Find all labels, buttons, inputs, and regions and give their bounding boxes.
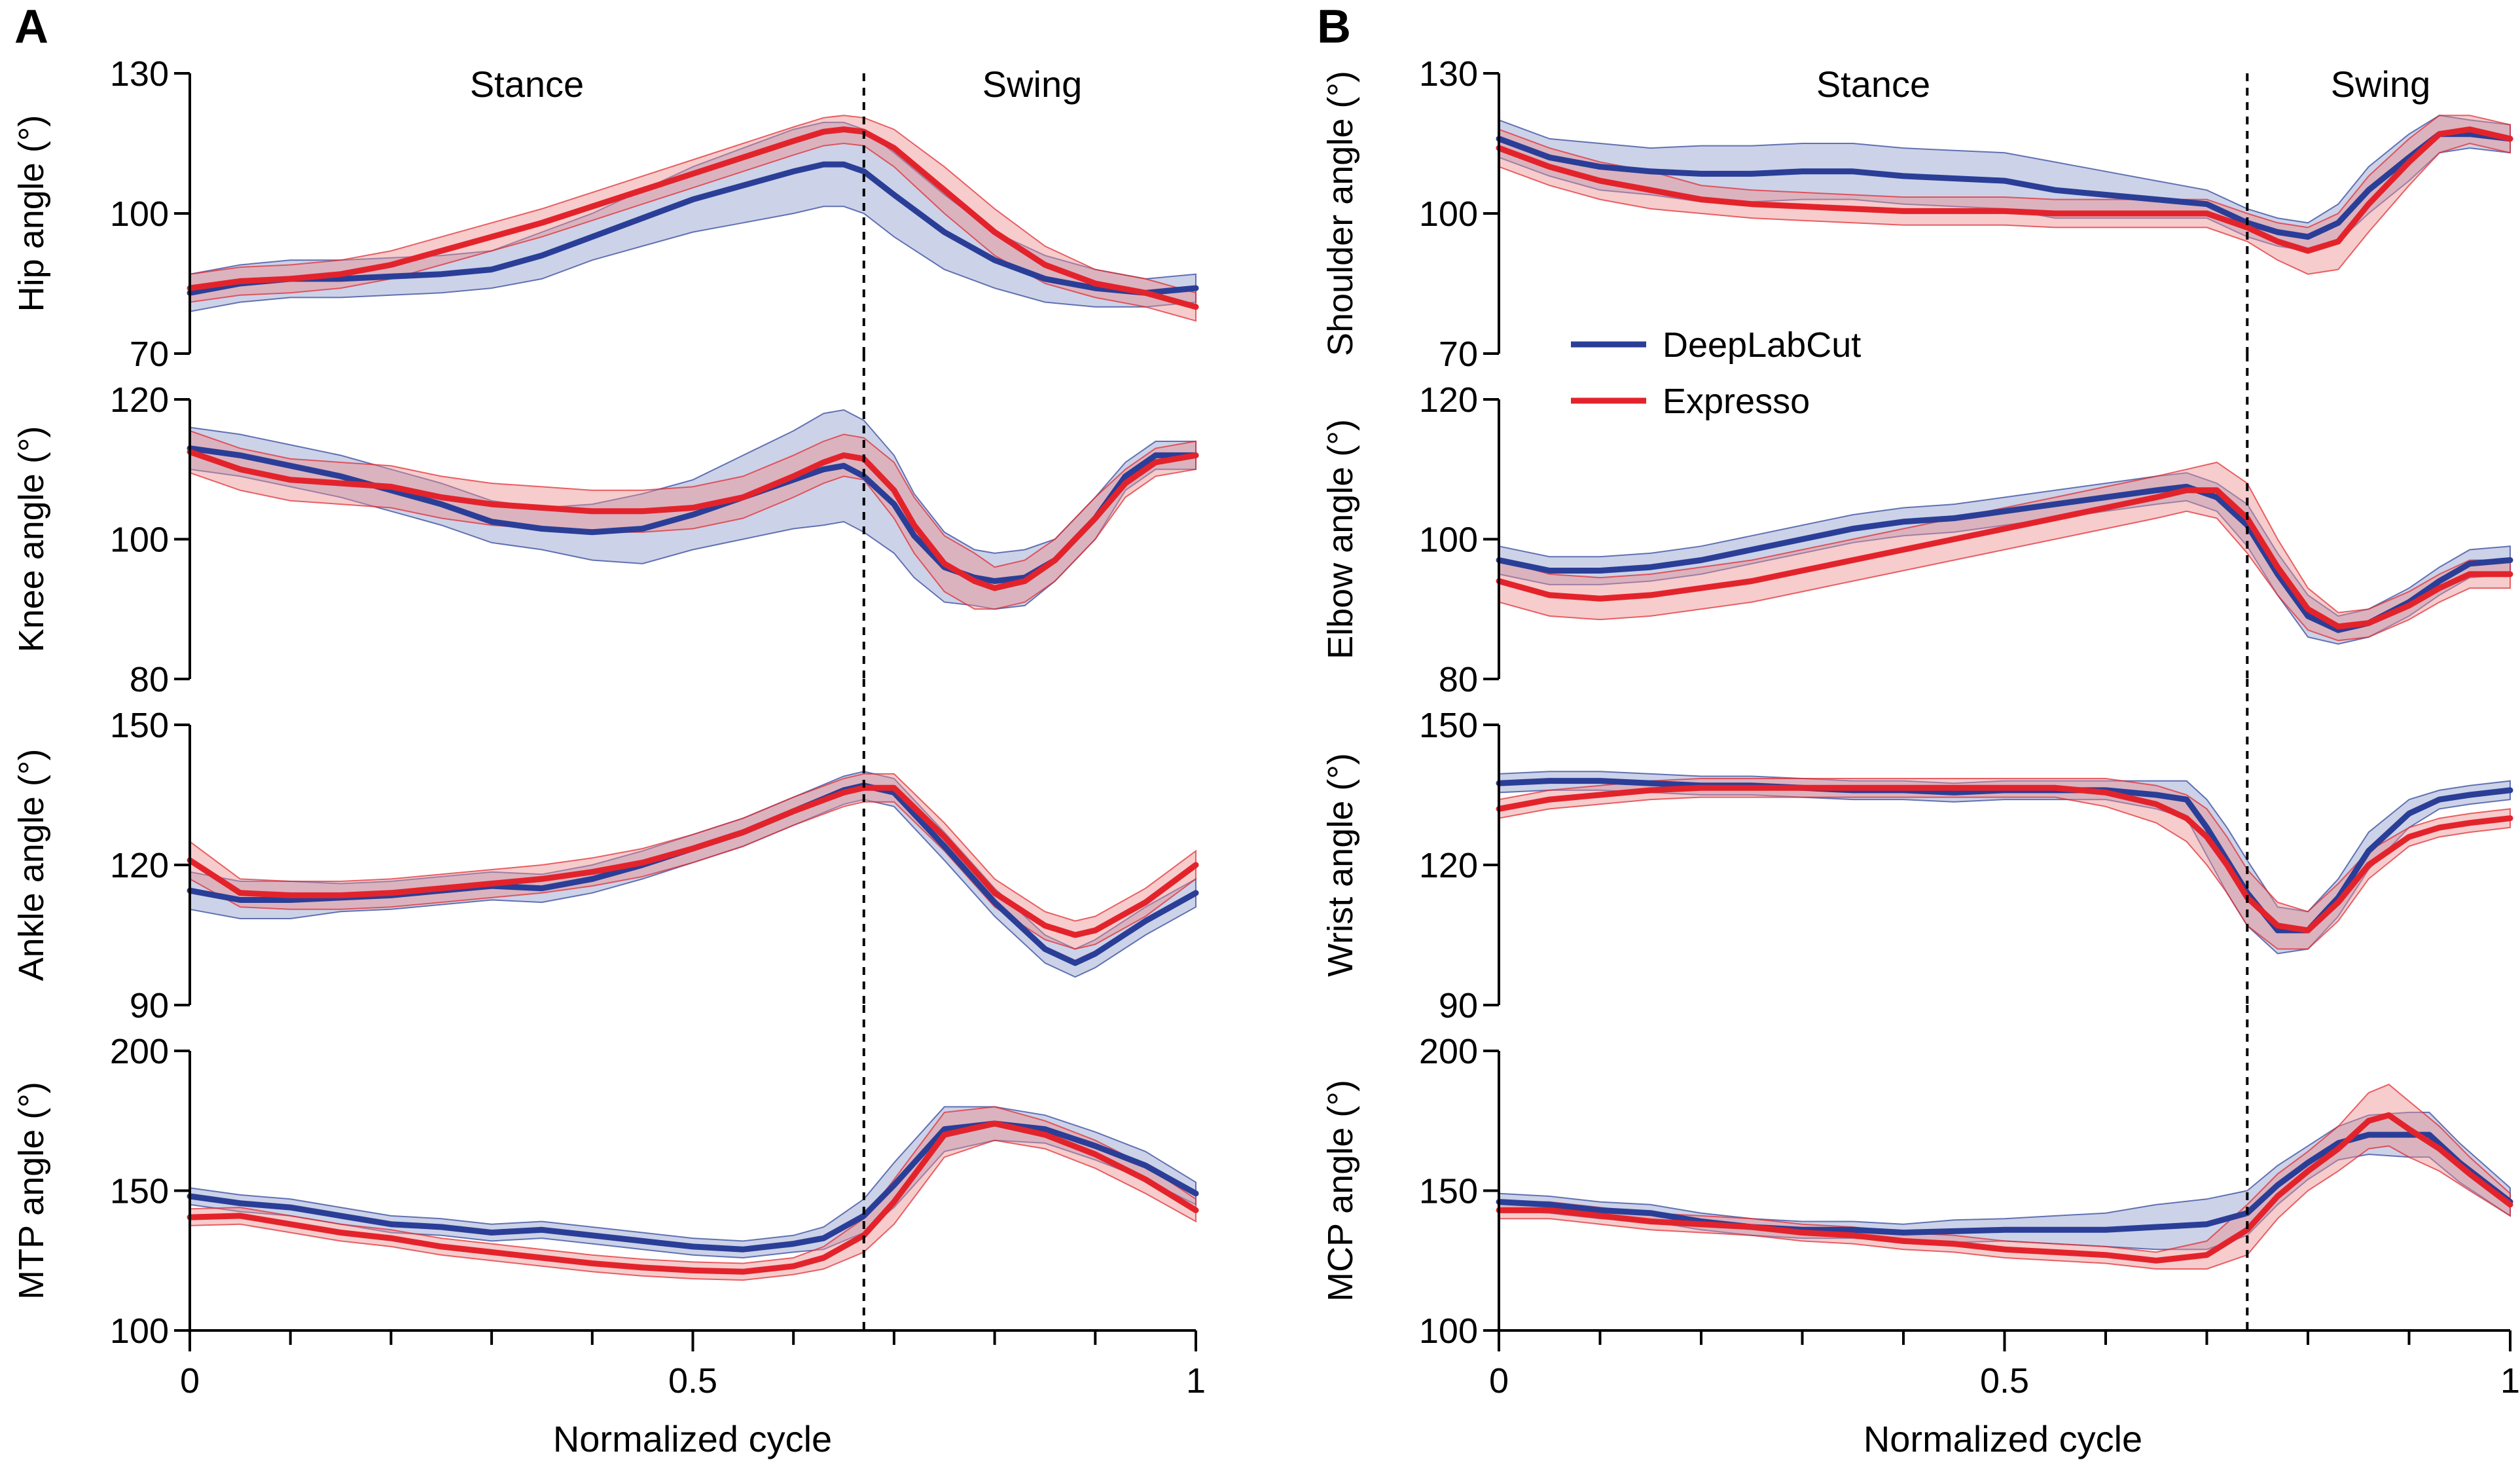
y-tick-label: 100 bbox=[1419, 521, 1478, 560]
y-tick-label: 90 bbox=[1439, 986, 1478, 1025]
y-tick-label: 80 bbox=[1439, 660, 1478, 699]
y-tick-label: 100 bbox=[1419, 194, 1478, 234]
subplot-a-2: 90 120 150 Ankle angle (°) bbox=[12, 679, 1199, 1025]
x-tick-label: 1 bbox=[1186, 1361, 1206, 1401]
subplot-a-3: 100 150 200 MTP angle (°) 0 0.5 1 bbox=[12, 1005, 1206, 1401]
y-tick-label: 130 bbox=[110, 54, 169, 94]
y-axis-title: Ankle angle (°) bbox=[12, 749, 51, 981]
line-expresso bbox=[1496, 1112, 2513, 1264]
y-axis-title: Elbow angle (°) bbox=[1321, 419, 1360, 659]
y-tick-label: 200 bbox=[1419, 1032, 1478, 1071]
y-tick-label: 120 bbox=[1419, 380, 1478, 420]
x-tick-label: 1 bbox=[2500, 1361, 2520, 1401]
x-axis-title-a: Normalized cycle bbox=[553, 1418, 832, 1459]
y-axis-title: MCP angle (°) bbox=[1321, 1080, 1360, 1302]
x-tick-label: 0 bbox=[180, 1361, 200, 1401]
x-axis-title-b: Normalized cycle bbox=[1863, 1418, 2142, 1459]
x-tick-label: 0 bbox=[1489, 1361, 1509, 1401]
line-expresso bbox=[1496, 487, 2513, 630]
y-tick-label: 100 bbox=[1419, 1311, 1478, 1351]
y-tick-label: 80 bbox=[130, 660, 169, 699]
subplot-a-1: 80 100 120 Knee angle (°) bbox=[12, 354, 1199, 699]
panel-label-a: A bbox=[14, 1, 48, 53]
line-expresso bbox=[187, 1120, 1199, 1275]
subplot-b-6: 90 120 150 Wrist angle (°) bbox=[1321, 679, 2513, 1025]
x-tick-label: 0.5 bbox=[668, 1361, 717, 1401]
y-tick-label: 100 bbox=[110, 194, 169, 234]
y-tick-label: 150 bbox=[110, 706, 169, 745]
legend-label-expresso: Expresso bbox=[1663, 382, 1810, 421]
line-expresso bbox=[1496, 784, 2513, 934]
x-tick-label: 0.5 bbox=[1980, 1361, 2029, 1401]
y-tick-label: 70 bbox=[130, 335, 169, 374]
y-tick-label: 100 bbox=[110, 1311, 169, 1351]
line-expresso bbox=[187, 126, 1199, 310]
line-deeplabcut bbox=[187, 161, 1199, 296]
y-axis-title: Hip angle (°) bbox=[12, 115, 51, 312]
line-deeplabcut bbox=[1496, 131, 2513, 240]
y-axis-title: MTP angle (°) bbox=[12, 1082, 51, 1300]
y-axis-title: Knee angle (°) bbox=[12, 426, 51, 653]
y-tick-label: 120 bbox=[1419, 846, 1478, 885]
band-expresso bbox=[189, 773, 1197, 950]
line-expresso bbox=[1496, 126, 2513, 254]
line-deeplabcut bbox=[1496, 1131, 2513, 1236]
band-expresso bbox=[1498, 462, 2511, 642]
panel-a-header: A Stance Swing bbox=[14, 1, 1082, 105]
subplot-b-4: 70 100 130 Shoulder angle (°) bbox=[1321, 54, 2513, 374]
band-expresso bbox=[189, 115, 1197, 322]
y-axis-title: Wrist angle (°) bbox=[1321, 753, 1360, 977]
y-tick-label: 100 bbox=[110, 521, 169, 560]
y-tick-label: 120 bbox=[110, 846, 169, 885]
panel-label-b: B bbox=[1317, 1, 1351, 53]
y-tick-label: 150 bbox=[1419, 706, 1478, 745]
legend-label-deeplabcut: DeepLabCut bbox=[1663, 325, 1861, 365]
swing-label-b: Swing bbox=[2331, 64, 2431, 105]
subplot-a-0: 70 100 130 Hip angle (°) bbox=[12, 54, 1199, 374]
y-tick-label: 200 bbox=[110, 1032, 169, 1071]
y-tick-label: 130 bbox=[1419, 54, 1478, 94]
y-tick-label: 120 bbox=[110, 380, 169, 420]
y-tick-label: 150 bbox=[110, 1172, 169, 1211]
subplot-b-7: 100 150 200 MCP angle (°) 0 0.5 1 bbox=[1321, 1005, 2520, 1401]
x-axis-titles: Normalized cycle Normalized cycle bbox=[553, 1418, 2142, 1459]
line-expresso bbox=[187, 449, 1199, 591]
stance-label-b: Stance bbox=[1816, 64, 1930, 105]
swing-label-a: Swing bbox=[982, 64, 1083, 105]
y-tick-label: 90 bbox=[130, 986, 169, 1025]
subplot-b-5: 80 100 120 Elbow angle (°) bbox=[1321, 354, 2513, 699]
line-expresso bbox=[187, 784, 1199, 938]
band-expresso bbox=[189, 1106, 1197, 1281]
panel-b-header: B Stance Swing bbox=[1317, 1, 2430, 105]
y-axis-title: Shoulder angle (°) bbox=[1321, 71, 1360, 356]
legend: DeepLabCut Expresso bbox=[1571, 325, 1861, 421]
band-expresso bbox=[1498, 1084, 2511, 1270]
y-tick-label: 150 bbox=[1419, 1172, 1478, 1211]
y-tick-label: 70 bbox=[1439, 335, 1478, 374]
stance-label-a: Stance bbox=[470, 64, 584, 105]
